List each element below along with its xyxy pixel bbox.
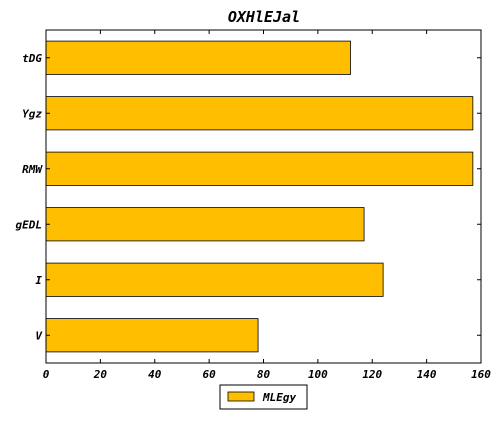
y-tick-label: I: [35, 274, 42, 287]
x-tick-label: 100: [308, 368, 328, 381]
bar-I: [45, 262, 384, 297]
x-tick-label: 140: [417, 368, 437, 381]
bar-V: [45, 318, 259, 353]
y-tick-label: V: [35, 329, 43, 342]
x-tick-label: 60: [203, 368, 217, 381]
bars-group: [45, 40, 474, 353]
x-tick-label: 80: [257, 368, 271, 381]
y-tick-label: Ygz: [22, 107, 42, 120]
x-tick-label: 120: [362, 368, 382, 381]
legend-label: MLEgy: [262, 391, 296, 404]
x-tick-label: 20: [93, 368, 108, 381]
y-tick-label: gEDL: [16, 218, 43, 231]
chart-title: OXHlEJal: [228, 8, 300, 26]
bar-Ygz: [45, 96, 474, 131]
y-tick-label: RMW: [22, 163, 43, 176]
legend-swatch: [227, 391, 255, 402]
x-tick-label: 0: [43, 368, 50, 381]
x-tick-label: 160: [471, 368, 491, 381]
bar-RMW: [45, 151, 474, 186]
bar-tDG: [45, 40, 351, 75]
legend: MLEgy: [219, 384, 308, 410]
y-tick-label: tDG: [22, 52, 42, 65]
x-tick-label: 40: [148, 368, 162, 381]
bar-gEDL: [45, 207, 365, 242]
plot-frame: [45, 29, 482, 364]
ticks-group: tDG Ygz RMW gEDL I V 0 20 40 60 80 100 120 140 160: [16, 30, 491, 381]
